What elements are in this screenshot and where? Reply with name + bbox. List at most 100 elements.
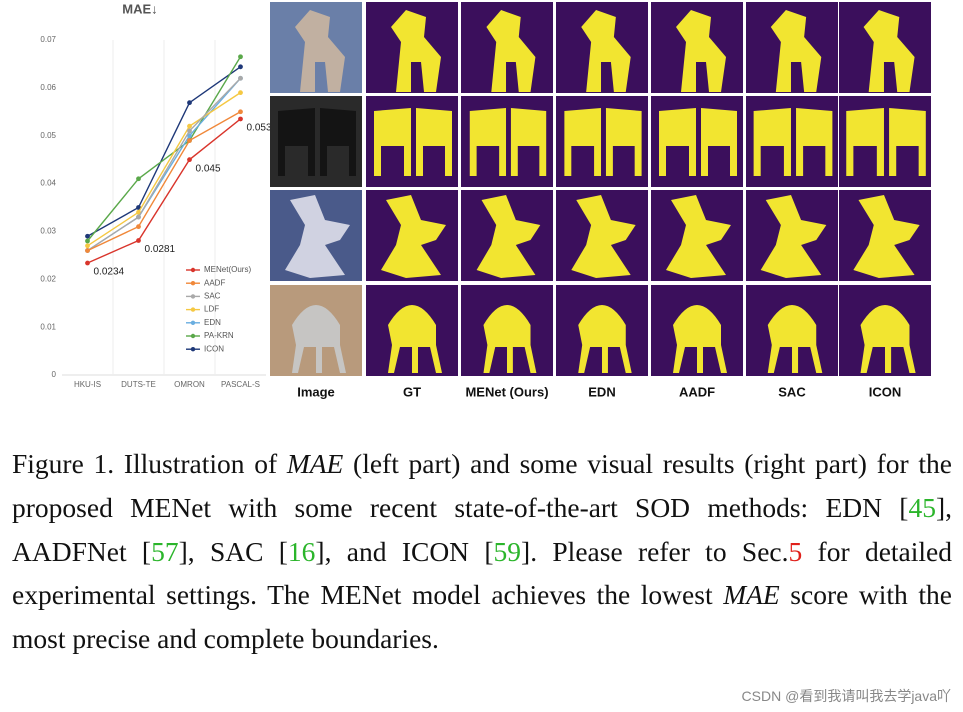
section-ref[interactable]: 5 — [788, 535, 803, 567]
caption-text: MAE — [286, 448, 344, 479]
x-tick-label: DUTS-TE — [121, 380, 156, 389]
data-label: 0.0281 — [145, 244, 176, 255]
photo-subject — [278, 108, 356, 176]
data-label: 0.0535 — [247, 123, 278, 134]
legend-marker — [190, 294, 196, 299]
y-tick-label: 0.04 — [40, 179, 56, 188]
citation[interactable]: 45 — [908, 491, 936, 523]
point — [187, 157, 192, 163]
legend-marker — [190, 281, 196, 286]
series-line — [87, 111, 241, 252]
saliency-region — [659, 108, 737, 176]
point — [238, 109, 243, 115]
saliency-region — [564, 108, 642, 176]
photo-subject — [292, 305, 346, 373]
saliency-region — [753, 108, 833, 176]
point — [238, 54, 243, 60]
caption-text: ], and ICON [ — [315, 535, 494, 567]
column-label: SAC — [778, 384, 806, 399]
series-line — [87, 92, 241, 247]
caption: Figure 1. Illustration of MAE (left part… — [12, 442, 952, 661]
point — [85, 243, 90, 249]
saliency-region — [571, 195, 636, 278]
saliency-region — [581, 10, 631, 92]
legend-label: ICON — [204, 344, 224, 353]
series-line — [87, 66, 241, 237]
point — [85, 233, 90, 239]
legend-label: AADF — [204, 278, 225, 287]
point — [187, 128, 192, 134]
point — [238, 116, 243, 122]
caption-text: for detailed experimental settings. The … — [12, 535, 952, 611]
citation[interactable]: 57 — [151, 535, 179, 567]
saliency-region — [760, 195, 827, 278]
legend-marker — [190, 347, 196, 352]
point — [187, 100, 192, 106]
column-label: ICON — [869, 384, 902, 399]
x-tick-label: PASCAL-S — [221, 380, 260, 389]
caption-text: ]. Please refer to Sec. — [521, 535, 789, 567]
point — [238, 75, 243, 81]
saliency-region — [666, 195, 731, 278]
legend-label: SAC — [204, 292, 221, 301]
series-line — [87, 118, 241, 264]
data-label: 0.045 — [196, 163, 221, 174]
saliency-region — [767, 305, 823, 373]
citation[interactable]: 16 — [287, 535, 316, 567]
point — [187, 138, 192, 143]
point — [238, 64, 243, 70]
legend-label: MENet(Ours) — [204, 265, 251, 274]
saliency-region — [846, 108, 926, 176]
point — [85, 260, 90, 266]
saliency-region — [673, 305, 727, 373]
series-line — [86, 56, 242, 242]
legend-marker — [190, 333, 196, 339]
saliency-region — [860, 305, 916, 373]
caption-text: score with the most precise and complete… — [12, 579, 952, 655]
saliency-region — [469, 108, 547, 176]
photo-subject — [285, 195, 350, 278]
saliency-region — [391, 10, 441, 92]
column-label: EDN — [588, 384, 615, 399]
saliency-region — [486, 10, 536, 92]
series-line — [87, 77, 242, 252]
saliency-region — [863, 10, 915, 92]
point — [136, 238, 141, 243]
saliency-region — [578, 305, 632, 373]
saliency-region — [388, 305, 442, 373]
point — [85, 248, 90, 253]
point — [187, 133, 192, 139]
y-tick-label: 0.01 — [40, 322, 56, 331]
column-label: GT — [403, 384, 421, 399]
point — [238, 90, 243, 96]
x-tick-label: HKU-IS — [74, 380, 101, 389]
figure: MAE↓ 0 0.01 0.02 0.03 0.04 0.05 0.06 0.07 HKU-IS… — [40, 1, 931, 399]
y-tick-label: 0.02 — [40, 274, 56, 283]
y-tick-label: 0.06 — [40, 83, 56, 92]
saliency-region — [483, 305, 537, 373]
point — [85, 238, 90, 244]
legend-marker — [190, 307, 196, 312]
caption-text: Figure 1. Illustration of — [12, 448, 287, 479]
column-label: AADF — [679, 384, 715, 399]
legend-label: EDN — [204, 318, 221, 327]
watermark: CSDN @看到我请叫我去学java吖 — [741, 688, 951, 704]
legend-label: PA-KRN — [204, 331, 234, 340]
y-tick-label: 0.05 — [40, 131, 56, 140]
saliency-region — [374, 108, 452, 176]
column-label: Image — [297, 384, 335, 399]
citation[interactable]: 59 — [493, 535, 522, 567]
x-tick-label: OMRON — [174, 380, 205, 389]
y-tick-label: 0 — [52, 370, 57, 379]
saliency-region — [476, 195, 541, 278]
caption-text: ], SAC [ — [178, 535, 288, 567]
point — [136, 214, 141, 220]
point — [136, 224, 141, 230]
saliency-region — [853, 195, 920, 278]
saliency-region — [770, 10, 822, 92]
y-tick-label: 0.03 — [40, 227, 56, 236]
caption-text: MAE — [723, 579, 780, 611]
chart-title: MAE↓ — [122, 1, 157, 16]
point — [187, 123, 192, 129]
